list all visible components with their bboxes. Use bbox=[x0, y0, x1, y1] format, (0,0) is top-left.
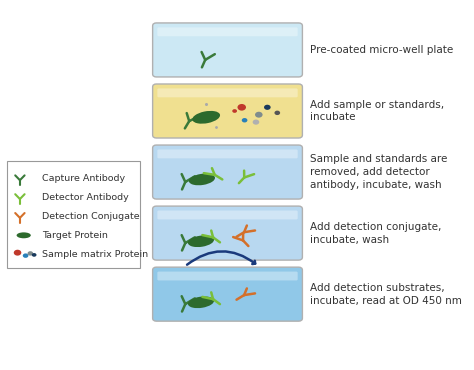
FancyBboxPatch shape bbox=[157, 211, 298, 219]
Text: Pre-coated micro-well plate: Pre-coated micro-well plate bbox=[310, 45, 454, 55]
Ellipse shape bbox=[32, 253, 36, 257]
FancyBboxPatch shape bbox=[153, 84, 302, 138]
FancyBboxPatch shape bbox=[157, 272, 298, 280]
Ellipse shape bbox=[188, 235, 214, 247]
Ellipse shape bbox=[14, 250, 21, 256]
Text: Detection Conjugate: Detection Conjugate bbox=[42, 212, 139, 221]
Ellipse shape bbox=[253, 120, 259, 125]
Ellipse shape bbox=[232, 109, 237, 113]
Ellipse shape bbox=[17, 232, 31, 238]
FancyBboxPatch shape bbox=[7, 161, 140, 268]
FancyBboxPatch shape bbox=[153, 145, 302, 199]
Ellipse shape bbox=[27, 251, 33, 256]
Ellipse shape bbox=[237, 104, 246, 111]
Ellipse shape bbox=[23, 253, 28, 258]
Ellipse shape bbox=[242, 118, 247, 122]
FancyBboxPatch shape bbox=[157, 149, 298, 158]
Ellipse shape bbox=[274, 111, 280, 115]
FancyBboxPatch shape bbox=[157, 88, 298, 97]
Text: Detector Antibody: Detector Antibody bbox=[42, 193, 128, 202]
Text: Add detection substrates,
incubate, read at OD 450 nm: Add detection substrates, incubate, read… bbox=[310, 283, 462, 306]
Ellipse shape bbox=[264, 105, 271, 110]
Ellipse shape bbox=[189, 174, 215, 185]
Text: Add detection conjugate,
incubate, wash: Add detection conjugate, incubate, wash bbox=[310, 222, 442, 245]
FancyBboxPatch shape bbox=[157, 27, 298, 36]
FancyBboxPatch shape bbox=[153, 267, 302, 321]
Text: Sample matrix Protein: Sample matrix Protein bbox=[42, 250, 148, 259]
Text: Add sample or standards,
incubate: Add sample or standards, incubate bbox=[310, 100, 445, 122]
Text: Capture Antibody: Capture Antibody bbox=[42, 174, 125, 183]
FancyBboxPatch shape bbox=[153, 206, 302, 260]
Ellipse shape bbox=[192, 111, 220, 124]
Ellipse shape bbox=[188, 296, 214, 308]
Text: Sample and standards are
removed, add detector
antibody, incubate, wash: Sample and standards are removed, add de… bbox=[310, 154, 448, 190]
FancyBboxPatch shape bbox=[153, 23, 302, 77]
Ellipse shape bbox=[255, 112, 263, 118]
Text: Target Protein: Target Protein bbox=[42, 231, 108, 240]
